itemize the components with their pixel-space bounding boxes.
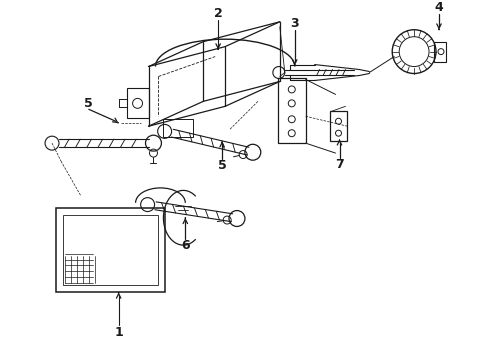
Text: 3: 3 xyxy=(291,17,299,30)
Text: 5: 5 xyxy=(84,97,93,110)
Text: 7: 7 xyxy=(335,158,344,171)
Bar xyxy=(164,119,193,137)
Bar xyxy=(278,78,306,143)
Text: 5: 5 xyxy=(218,158,226,171)
Bar xyxy=(63,215,158,285)
Text: 6: 6 xyxy=(181,239,190,252)
Bar xyxy=(126,89,148,118)
Text: 2: 2 xyxy=(214,7,222,20)
Text: 4: 4 xyxy=(435,1,443,14)
Text: 1: 1 xyxy=(114,326,123,339)
Bar xyxy=(330,111,347,141)
Bar xyxy=(56,208,166,292)
